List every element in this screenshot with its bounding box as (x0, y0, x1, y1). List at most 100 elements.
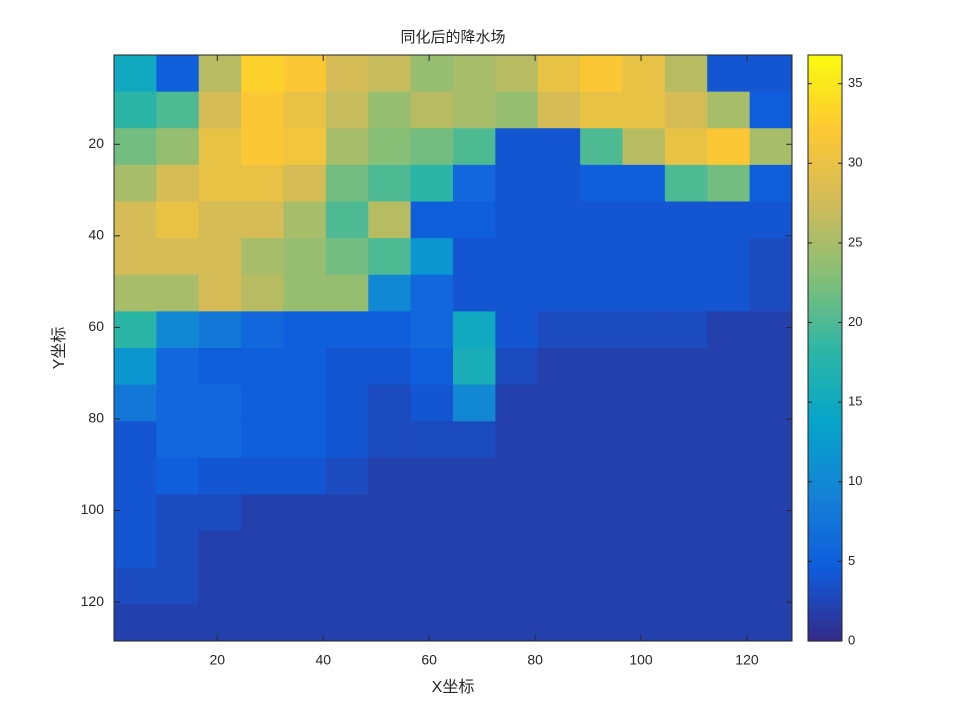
heat-cell (580, 311, 623, 349)
colorbar-step (808, 211, 842, 217)
heat-cell (537, 531, 581, 569)
colorbar-step (808, 338, 842, 344)
colorbar-step (808, 455, 842, 461)
heat-cell (283, 567, 327, 605)
colorbar-step (808, 426, 842, 432)
heat-cell (198, 494, 242, 532)
y-tick-label: 60 (88, 318, 104, 334)
heat-cell (580, 494, 623, 532)
heat-cell (453, 457, 496, 495)
colorbar-step (808, 118, 842, 124)
heat-cell (156, 348, 200, 386)
heat-cell (453, 238, 496, 276)
heat-cell (495, 531, 539, 569)
heat-cell (537, 164, 581, 202)
y-tick-label: 80 (88, 410, 104, 426)
colorbar-step (808, 235, 842, 242)
heat-cell (749, 348, 793, 386)
colorbar-step (808, 401, 842, 408)
heat-cell (410, 274, 454, 312)
colorbar-step (808, 255, 842, 261)
x-tick-label: 40 (315, 652, 331, 668)
heat-cell (664, 494, 708, 532)
heat-cell (749, 567, 793, 605)
colorbar-step (808, 406, 842, 413)
colorbar-step (808, 348, 842, 354)
heat-cell (156, 164, 200, 202)
colorbar-step (808, 474, 842, 481)
heat-cell (495, 604, 539, 642)
colorbar-step (808, 470, 842, 476)
heat-cell (114, 531, 157, 569)
heat-cell (707, 201, 751, 239)
colorbar-step (808, 387, 842, 393)
heat-cell (325, 164, 369, 202)
heat-cell (707, 311, 751, 349)
colorbar-step (808, 181, 842, 188)
heat-cell (241, 604, 284, 642)
heat-cell (156, 274, 200, 312)
colorbar-step (808, 142, 842, 149)
heat-cell (114, 604, 157, 642)
heat-cell (198, 128, 242, 166)
heat-cell (622, 274, 666, 312)
heat-cell (325, 348, 369, 386)
heat-cell (495, 201, 539, 239)
heat-cell (198, 238, 242, 276)
heat-cell (198, 274, 242, 312)
heat-cell (495, 311, 539, 349)
heat-cell (410, 384, 454, 422)
heat-cell (749, 55, 793, 93)
colorbar-step (808, 557, 842, 564)
heat-cell (453, 128, 496, 166)
heat-cell (707, 531, 751, 569)
heat-cell (453, 91, 496, 129)
heat-cell (283, 128, 327, 166)
heat-cell (410, 494, 454, 532)
heat-cell (198, 567, 242, 605)
heat-cell (622, 421, 666, 459)
heat-cell (749, 384, 793, 422)
heat-cell (537, 567, 581, 605)
heat-cell (156, 421, 200, 459)
heat-cell (283, 384, 327, 422)
heat-cell (410, 311, 454, 349)
heat-cell (114, 201, 157, 239)
colorbar-step (808, 548, 842, 554)
colorbar-step (808, 299, 842, 305)
heat-cell (664, 348, 708, 386)
colorbar-step (808, 518, 842, 525)
heat-cell (410, 238, 454, 276)
heat-cell (749, 531, 793, 569)
colorbar-tick-label: 15 (848, 394, 862, 409)
colorbar-step (808, 577, 842, 583)
heat-cell (453, 311, 496, 349)
heat-cell (241, 531, 284, 569)
heat-cell (664, 457, 708, 495)
heat-cell (580, 128, 623, 166)
colorbar-step (808, 567, 842, 574)
heat-cell (453, 55, 496, 93)
colorbar-step (808, 562, 842, 569)
colorbar-step (808, 108, 842, 115)
colorbar-step (808, 225, 842, 232)
colorbar-step (808, 499, 842, 505)
heat-cell (325, 311, 369, 349)
heat-cell (580, 604, 623, 642)
heat-cell (453, 604, 496, 642)
heat-cell (707, 457, 751, 495)
colorbar-step (808, 64, 842, 71)
colorbar-step (808, 138, 842, 144)
y-tick-label: 100 (81, 501, 105, 517)
y-tick-label: 120 (81, 593, 105, 609)
heat-cell (580, 457, 623, 495)
colorbar-step (808, 157, 842, 164)
colorbar-tick-label: 20 (848, 314, 862, 329)
heat-cell (580, 348, 623, 386)
colorbar-step (808, 362, 842, 369)
heat-cell (325, 604, 369, 642)
heat-cell (198, 201, 242, 239)
colorbar-step (808, 621, 842, 627)
chart-title: 同化后的降水场 (400, 29, 505, 46)
axes-box (113, 54, 793, 642)
